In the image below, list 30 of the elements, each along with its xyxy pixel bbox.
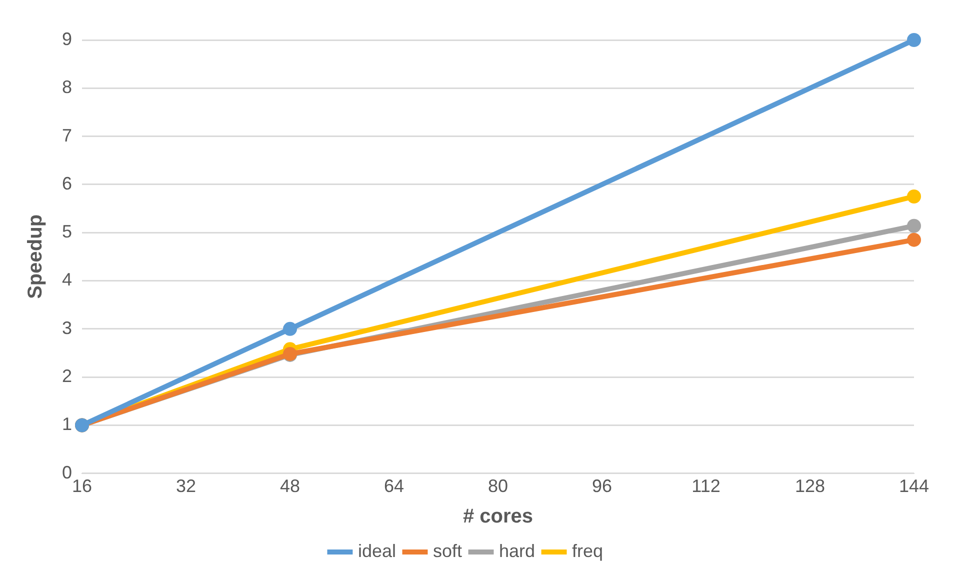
x-tick-label: 48	[280, 476, 300, 496]
legend-label: ideal	[358, 540, 396, 561]
y-tick-label: 4	[62, 270, 72, 290]
point	[907, 232, 921, 247]
y-tick-label: 2	[62, 366, 72, 386]
y-axis-title: Speedup	[24, 214, 47, 299]
x-tick-label: 96	[592, 476, 612, 496]
x-tick-label: 144	[898, 476, 930, 496]
x-tick-label: 16	[72, 476, 92, 496]
x-tick-label: 32	[176, 476, 196, 496]
point	[907, 218, 921, 233]
y-tick-label: 6	[62, 173, 72, 194]
legend-label: freq	[572, 540, 604, 561]
point	[907, 190, 921, 204]
legend-label: hard	[499, 540, 536, 561]
y-tick-label: 9	[62, 28, 72, 49]
y-tick-label: 8	[62, 77, 72, 98]
legend-label: soft	[432, 540, 462, 561]
y-tick-label: 0	[62, 462, 72, 482]
x-axis-title: # cores	[462, 506, 534, 528]
y-tick-label: 3	[62, 318, 72, 338]
point	[907, 33, 921, 47]
y-tick-label: 1	[62, 414, 72, 434]
x-tick-label: 112	[692, 476, 720, 496]
x-tick-label: 80	[488, 476, 508, 496]
y-tick-label: 5	[62, 222, 72, 242]
x-tick-label: 64	[384, 476, 404, 496]
x-tick-label: 128	[794, 476, 826, 496]
y-tick-label: 7	[62, 125, 72, 146]
point	[283, 322, 298, 336]
